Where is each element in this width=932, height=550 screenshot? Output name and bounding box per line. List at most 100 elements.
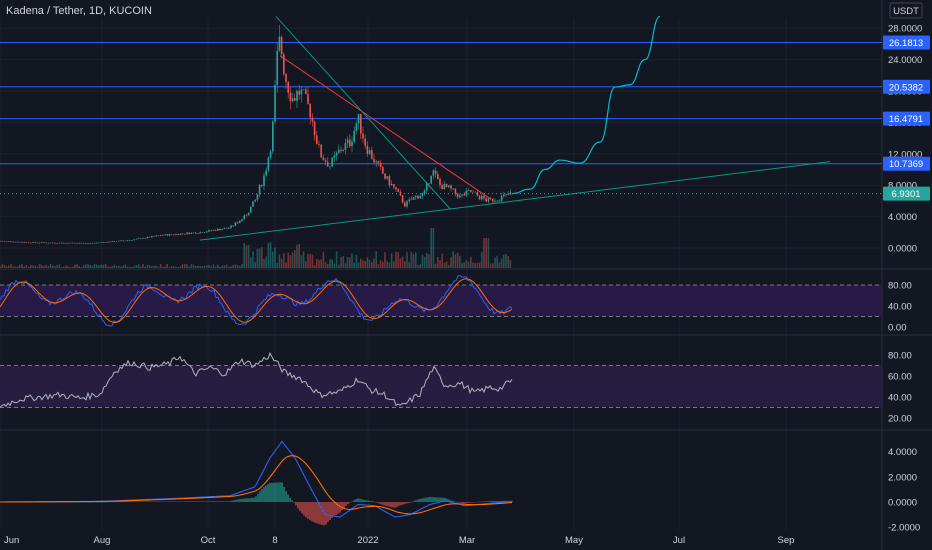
macd-hist-bar <box>325 502 327 525</box>
macd-hist-bar <box>195 501 197 502</box>
macd-hist-bar <box>287 494 289 502</box>
candle-body <box>47 242 50 244</box>
volume-bar <box>76 264 78 268</box>
candle-body <box>140 238 142 239</box>
volume-bar <box>126 266 129 268</box>
macd-hist-bar <box>135 501 137 502</box>
candle-body <box>263 175 265 187</box>
volume-bar <box>294 249 296 268</box>
macd-hist-bar <box>241 498 243 502</box>
macd-hist-bar <box>373 501 375 502</box>
price-tick-6: 4.0000 <box>888 212 917 223</box>
macd-hist-bar <box>377 502 379 504</box>
candle-body <box>14 241 17 243</box>
macd-hist-bar <box>467 502 469 503</box>
chart-title: Kadena / Tether, 1D, KUCOIN <box>6 5 152 17</box>
volume-bar <box>197 265 199 268</box>
macd-hist-bar <box>171 501 173 502</box>
macd-hist-bar <box>105 501 107 503</box>
macd-hist-bar <box>399 502 401 506</box>
candle-body <box>404 202 406 207</box>
projection-path[interactable] <box>511 15 661 195</box>
macd-hist-bar <box>375 502 377 503</box>
volume-bar <box>454 254 457 268</box>
volume-bar <box>353 262 355 268</box>
candle-body <box>311 117 314 122</box>
candle-body <box>333 155 336 158</box>
volume-bar <box>419 264 421 268</box>
volume-bar <box>93 264 96 268</box>
macd-hist-bar <box>237 499 239 502</box>
candle-body <box>463 194 465 196</box>
volume-bar <box>434 263 437 268</box>
macd-hist-bar <box>293 502 295 503</box>
candle-body <box>32 242 34 243</box>
volume-bar <box>459 255 461 268</box>
macd-hist-bar <box>489 501 491 502</box>
volume-bar <box>56 264 58 268</box>
candle-body <box>10 241 12 242</box>
macd-hist-bar <box>179 501 181 502</box>
macd-hist-bar <box>421 498 423 502</box>
stoch-band <box>0 284 882 317</box>
horizontal-levels[interactable] <box>0 41 882 165</box>
macd-hist-bar <box>393 502 395 508</box>
level-label-0: 26.1813 <box>889 38 923 49</box>
volume-bar <box>498 262 501 268</box>
level-label-bg-0 <box>883 35 930 50</box>
trendline-green-uptrend <box>199 161 831 241</box>
macd-hist-bar <box>491 501 493 502</box>
trendline-green-downtrend <box>275 16 451 210</box>
volume-bar <box>395 251 397 268</box>
volume-bar <box>247 244 250 268</box>
candle-body <box>225 227 228 229</box>
currency-badge-bg[interactable] <box>889 2 923 19</box>
currency-badge[interactable]: USDT <box>893 6 919 17</box>
macd-hist-bar <box>227 501 229 502</box>
macd-hist-bar <box>103 501 105 503</box>
trendlines[interactable] <box>199 16 831 241</box>
macd-hist-bar <box>381 502 383 505</box>
candle-body <box>30 242 32 244</box>
candle-body <box>38 242 41 244</box>
candle-body <box>173 234 175 236</box>
candle-body <box>412 197 415 200</box>
candle-body <box>289 92 292 102</box>
macd-hist-bar <box>459 502 461 503</box>
candle-body <box>371 150 373 159</box>
candle-body <box>219 228 221 231</box>
candle-body <box>474 191 476 193</box>
macd-hist-bar <box>463 502 465 504</box>
macd-hist-bar <box>283 486 285 502</box>
volume-bar <box>333 263 336 268</box>
macd-hist-bar <box>245 498 247 502</box>
macd-hist-bar <box>479 501 481 503</box>
volume-bar <box>243 243 245 268</box>
macd-hist-bar <box>347 502 349 505</box>
candle-body <box>155 235 157 237</box>
macd-hist-bar <box>211 501 213 502</box>
candle-body <box>206 231 208 233</box>
macd-hist-bar <box>183 501 185 502</box>
volume-bar <box>461 263 463 268</box>
macd-hist-bar <box>423 497 425 502</box>
macd-hist-bar <box>169 501 171 502</box>
volume-bar <box>135 265 138 268</box>
volume-bar <box>478 262 481 268</box>
volume-bar <box>349 257 351 268</box>
candle-body <box>439 178 441 185</box>
candle-body <box>353 130 355 142</box>
macd-hist-bar <box>311 502 313 522</box>
volume-bar <box>217 264 219 268</box>
candle-body <box>340 149 342 151</box>
candle-body <box>362 133 364 139</box>
candle-body <box>419 195 421 199</box>
volume-bar <box>316 258 318 268</box>
volume-bar <box>432 228 435 268</box>
candle-body <box>93 242 96 244</box>
macd-hist-bar <box>107 501 109 503</box>
volume-bar <box>364 261 366 268</box>
candle-body <box>285 74 287 82</box>
volume-bar <box>52 265 54 268</box>
